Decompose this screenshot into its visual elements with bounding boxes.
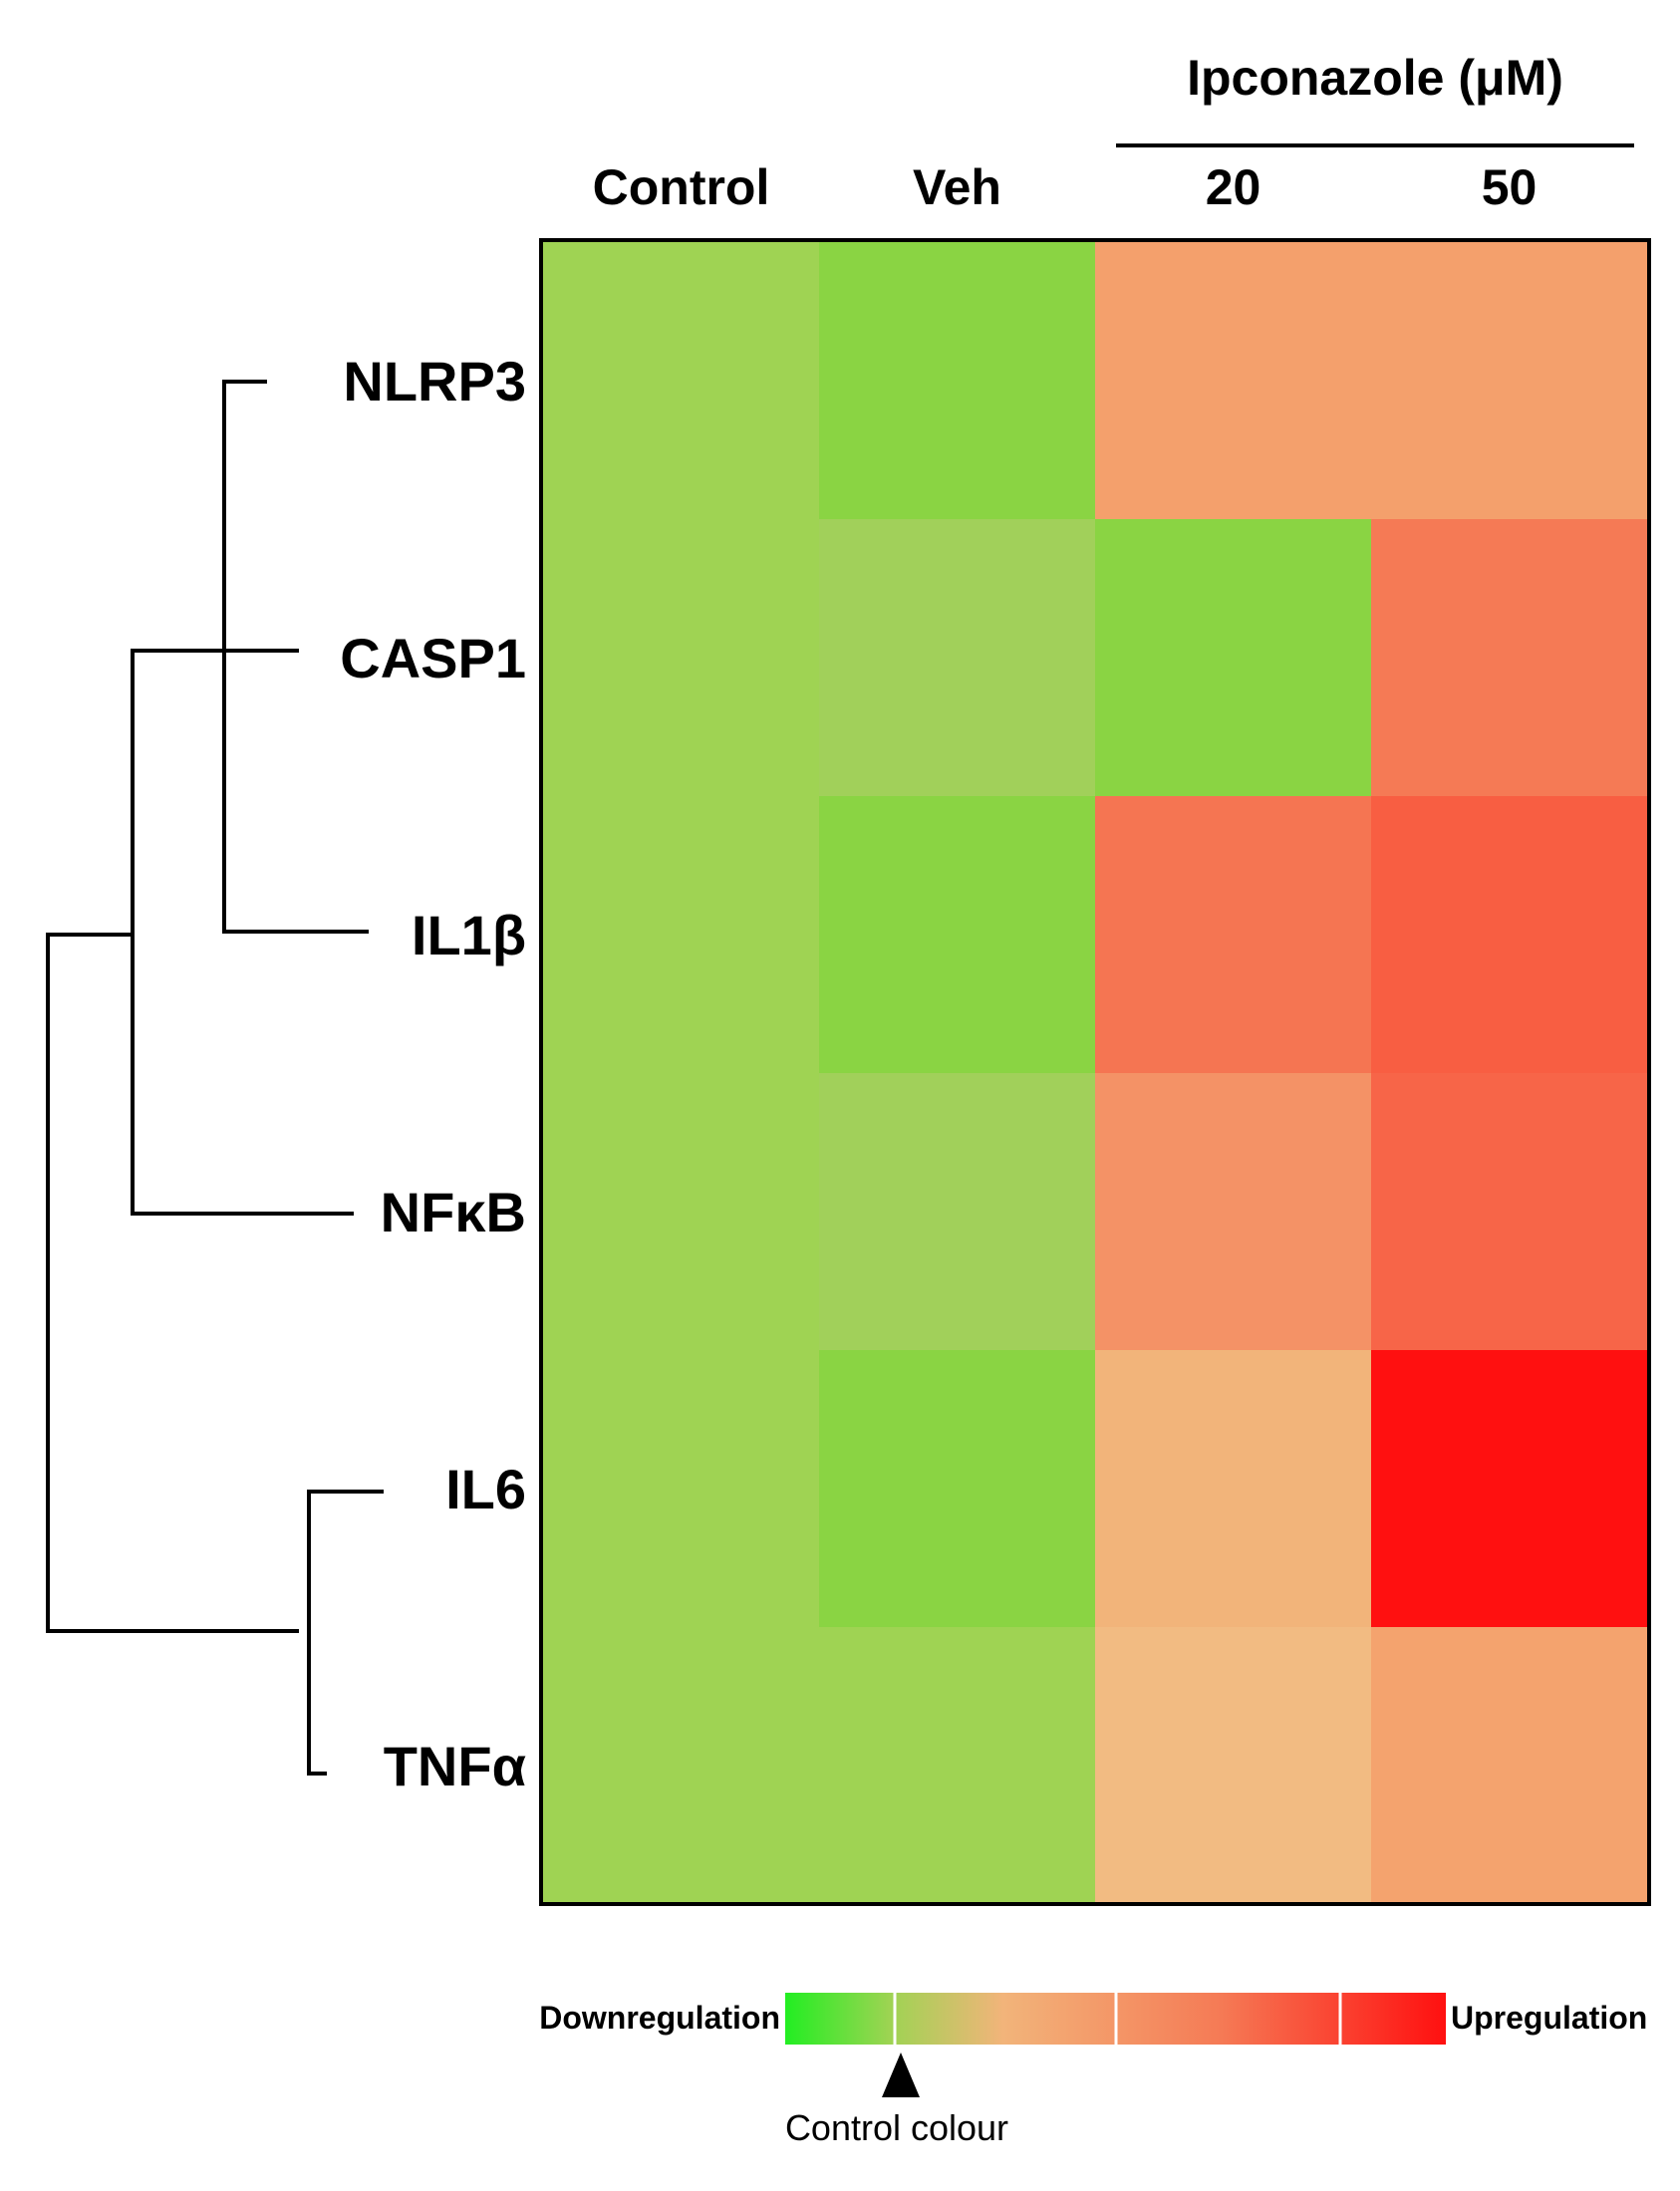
heatmap-cell-r1-c1 xyxy=(819,519,1096,797)
heatmap-cell-r2-c1 xyxy=(819,796,1096,1074)
legend-control-colour-label: Control colour xyxy=(785,2107,1008,2148)
heatmap-cell-r4-c1 xyxy=(819,1350,1096,1628)
dendrogram-branch-root xyxy=(46,933,299,1633)
dendrogram-branch-nlrp3-il1b xyxy=(222,380,369,934)
heatmap-cell-r0-c1 xyxy=(819,242,1096,520)
legend-high-label: Upregulation xyxy=(1451,2000,1647,2036)
row-label-5: TNFα xyxy=(384,1735,526,1797)
heatmap-cell-r4-c2 xyxy=(1095,1350,1372,1628)
column-header-control: Control xyxy=(593,159,770,215)
dendrogram-branch-il6-tnfa xyxy=(307,1490,384,1776)
heatmap-cell-r5-c2 xyxy=(1095,1627,1372,1905)
heatmap-cell-r3-c2 xyxy=(1095,1073,1372,1351)
control-marker-triangle xyxy=(882,2053,920,2097)
row-label-3: NFκB xyxy=(381,1181,526,1243)
heatmap-cell-r0-c0 xyxy=(543,242,820,520)
group-label: Ipconazole (μM) xyxy=(1187,50,1563,106)
heatmap-cell-r5-c3 xyxy=(1371,1627,1648,1905)
row-label-2: IL1β xyxy=(412,904,526,966)
heatmap-cell-r0-c3 xyxy=(1371,242,1648,520)
heatmap-cell-r1-c0 xyxy=(543,519,820,797)
heatmap-cell-r2-c3 xyxy=(1371,796,1648,1074)
heatmap-cells xyxy=(543,242,1648,1905)
row-label-4: IL6 xyxy=(445,1458,526,1520)
heatmap-cell-r2-c0 xyxy=(543,796,820,1074)
heatmap-cell-r4-c3 xyxy=(1371,1350,1648,1628)
column-header-20: 20 xyxy=(1206,159,1261,215)
heatmap-cell-r1-c3 xyxy=(1371,519,1648,797)
heatmap-cell-r0-c2 xyxy=(1095,242,1372,520)
row-label-1: CASP1 xyxy=(340,627,526,689)
dendrogram-branch-casp1-nfkb xyxy=(131,649,354,1216)
heatmap-cell-r2-c2 xyxy=(1095,796,1372,1074)
column-header-veh: Veh xyxy=(913,159,1001,215)
heatmap-cell-r5-c0 xyxy=(543,1627,820,1905)
legend-low-label: Downregulation xyxy=(539,2000,780,2036)
column-header-50: 50 xyxy=(1482,159,1538,215)
color-legend: Downregulation Upregulation Control colo… xyxy=(539,1993,1647,2148)
heatmap-cell-r3-c3 xyxy=(1371,1073,1648,1351)
heatmap-cell-r4-c0 xyxy=(543,1350,820,1628)
heatmap-cell-r1-c2 xyxy=(1095,519,1372,797)
row-label-0: NLRP3 xyxy=(343,350,526,412)
column-headers: Control Veh 20 50 xyxy=(593,159,1538,215)
row-labels: NLRP3 CASP1 IL1β NFκB IL6 TNFα xyxy=(340,350,526,1797)
dendrogram xyxy=(46,380,384,1776)
heatmap-cell-r5-c1 xyxy=(819,1627,1096,1905)
heatmap-cell-r3-c1 xyxy=(819,1073,1096,1351)
heatmap-border xyxy=(539,238,1651,1906)
heatmap-cell-r3-c0 xyxy=(543,1073,820,1351)
